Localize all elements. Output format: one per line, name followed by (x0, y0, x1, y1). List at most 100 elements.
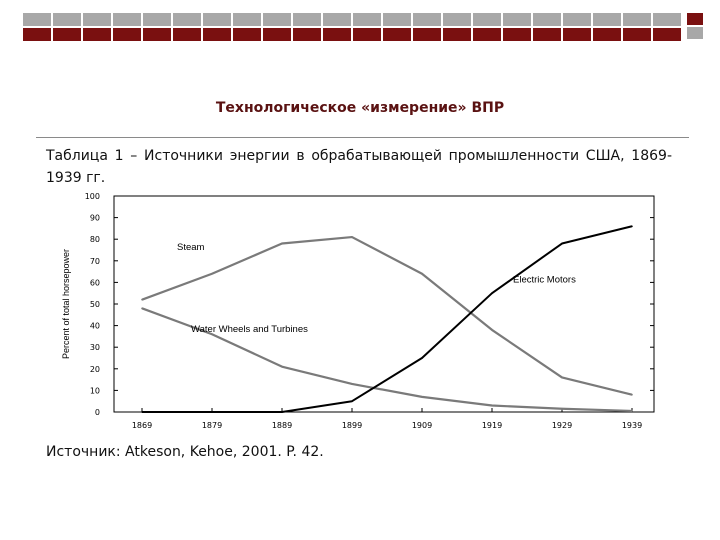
data-point (561, 407, 563, 410)
line-chart: 0 10 20 30 40 50 60 70 80 90 100 1869 1879 1889 1899 19… (61, 192, 655, 430)
table-caption: Таблица 1 – Источники энергии в обрабаты… (46, 148, 672, 186)
header-bar-cell (262, 12, 292, 27)
data-point (491, 292, 493, 294)
header-bar-cell (292, 27, 322, 42)
data-point (351, 400, 353, 402)
header-bar-cell (472, 12, 502, 27)
header-bar-cell (292, 12, 322, 27)
header-bar-cell (322, 12, 352, 27)
series-label: Electric Motors (513, 274, 576, 285)
header-bar-cell (172, 27, 202, 42)
y-tick-label: 70 (90, 257, 100, 266)
x-tick-label: 1909 (412, 421, 432, 430)
y-tick-label: 60 (90, 278, 100, 287)
header-bar-cell (532, 12, 562, 27)
header-bar-cell (142, 27, 172, 42)
header-bar-cell (202, 27, 232, 42)
data-point (281, 365, 283, 368)
data-point (141, 307, 143, 310)
header-bar-cell (352, 27, 382, 42)
y-tick-label: 10 (90, 386, 100, 395)
header-bar-cell (352, 12, 382, 27)
data-point (491, 329, 493, 331)
x-tick-label: 1869 (132, 421, 152, 430)
header-bar (22, 12, 682, 42)
header-bar-cell (442, 27, 472, 42)
x-tick-label: 1919 (482, 421, 502, 430)
data-point (421, 357, 423, 359)
data-point (561, 376, 563, 379)
x-tick-label: 1939 (622, 421, 642, 430)
data-point (141, 411, 143, 413)
header-bar-cell (562, 12, 592, 27)
y-tick-label: 50 (90, 300, 100, 309)
data-point (211, 272, 213, 275)
data-point (631, 225, 633, 228)
y-tick-label: 90 (90, 214, 100, 223)
header-corner-bottom (686, 26, 704, 40)
series-line-3 (142, 225, 633, 413)
series-label: Steam (177, 242, 205, 253)
header-bar-cell (82, 27, 112, 42)
header-bar-cell (112, 27, 142, 42)
header-bar-cell (322, 27, 352, 42)
header-bar-cell (112, 12, 142, 27)
slide-title: Технологическое «измерение» ВПР (215, 100, 505, 116)
header-bar-cell (562, 27, 592, 42)
x-tick-label: 1929 (552, 421, 572, 430)
series-line-1 (141, 235, 633, 396)
header-bar-cell (532, 27, 562, 42)
header-bar-cell (382, 12, 412, 27)
header-bar-cell (232, 12, 262, 27)
data-point (211, 411, 213, 413)
header-bar-cell (22, 12, 52, 27)
data-point (491, 404, 493, 407)
header-bar-cell (82, 12, 112, 27)
y-tick-label: 80 (90, 235, 100, 244)
header-bar-cell (592, 27, 622, 42)
header-bar-cell (262, 27, 292, 42)
x-tick-label: 1899 (342, 421, 362, 430)
header-bar-cell (592, 12, 622, 27)
header-bar-cell (412, 27, 442, 42)
data-point (561, 242, 563, 245)
data-point (631, 410, 633, 412)
header-bar-cell (442, 12, 472, 27)
header-bar-cell (472, 27, 502, 42)
header-bar-cell (412, 12, 442, 27)
y-tick-label: 100 (85, 192, 100, 201)
data-point (211, 333, 213, 336)
y-axis-label: Percent of total horsepower (61, 249, 71, 359)
series-line-2 (141, 307, 633, 413)
header-corner-top (686, 12, 704, 26)
data-point (421, 272, 423, 275)
header-bar-cell (172, 12, 202, 27)
header-bar-cell (502, 27, 532, 42)
data-point (281, 242, 283, 245)
header-bar-cell (652, 27, 682, 42)
header-bar-cell (202, 12, 232, 27)
title-rule (36, 137, 689, 138)
header-bar-cell (652, 12, 682, 27)
header-bar-cell (502, 12, 532, 27)
header-bar-cell (22, 27, 52, 42)
y-tick-label: 30 (90, 343, 100, 352)
data-point (351, 236, 353, 238)
data-point (421, 396, 423, 398)
y-tick-label: 0 (95, 408, 100, 417)
data-point (141, 298, 143, 301)
header-bar-cell (232, 27, 262, 42)
x-tick-label: 1879 (202, 421, 222, 430)
source-note: Источник: Atkeson, Kehoe, 2001. P. 42. (46, 444, 324, 460)
header-bar-cell (622, 27, 652, 42)
data-point (351, 383, 353, 385)
data-point (631, 393, 633, 396)
header-bar-cell (142, 12, 172, 27)
header-bar-cell (52, 27, 82, 42)
y-tick-label: 20 (90, 365, 100, 374)
header-bar-cell (622, 12, 652, 27)
header-bar-cell (382, 27, 412, 42)
x-tick-label: 1889 (272, 421, 292, 430)
y-tick-label: 40 (90, 322, 100, 331)
data-point (281, 411, 283, 413)
